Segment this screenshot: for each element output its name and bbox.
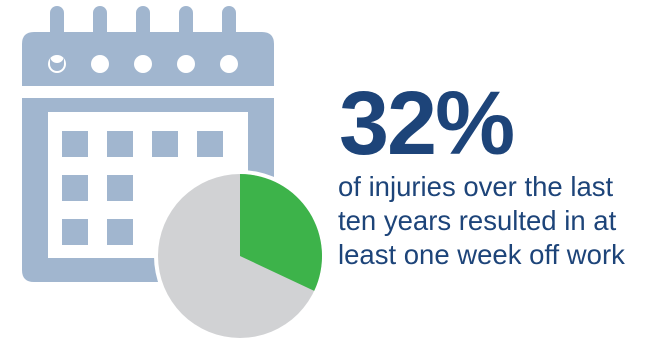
pie-highlight-slice	[240, 174, 323, 291]
calendar-header-gap	[22, 86, 274, 98]
calendar-icon	[22, 6, 274, 282]
stat-caption: of injuries over the last ten years resu…	[338, 170, 660, 272]
caption-line-1: of injuries over the last	[338, 171, 614, 202]
pie-chart-icon	[154, 170, 326, 342]
caption-line-3: least one week off work	[338, 239, 625, 270]
stat-value: 32%	[339, 74, 515, 174]
calendar-day-grid	[62, 131, 223, 245]
calendar-binder-rings	[48, 6, 238, 73]
statistic-block: 32% of injuries over the last ten years …	[338, 78, 660, 272]
caption-line-2: ten years resulted in at	[338, 205, 617, 236]
